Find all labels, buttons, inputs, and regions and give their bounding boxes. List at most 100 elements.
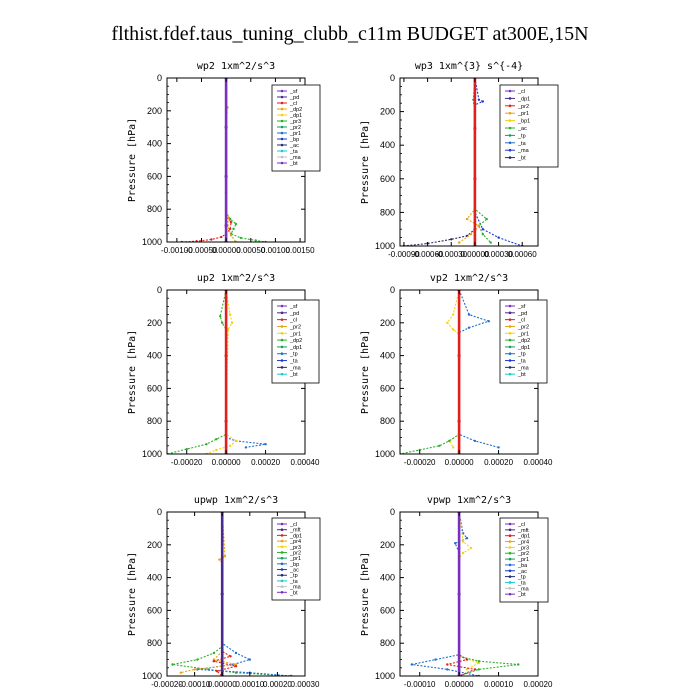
legend-entry: _sf bbox=[517, 304, 526, 310]
legend-entry: _ma bbox=[289, 585, 302, 591]
data-point bbox=[215, 438, 218, 441]
legend-marker bbox=[280, 539, 284, 543]
legend-marker bbox=[508, 104, 512, 108]
legend-entry: _ac bbox=[289, 143, 299, 149]
legend-entry: _cl bbox=[289, 318, 297, 324]
data-point bbox=[228, 444, 232, 447]
y-tick-label: 0 bbox=[157, 507, 162, 517]
legend-marker bbox=[280, 352, 284, 356]
data-point bbox=[228, 313, 232, 316]
data-point bbox=[228, 227, 232, 231]
legend-marker bbox=[508, 540, 512, 543]
legend-entry: _tp bbox=[517, 575, 526, 581]
x-tick-label: -0.00010 bbox=[404, 680, 436, 689]
y-tick-label: 0 bbox=[157, 285, 162, 295]
legend-entry: _bp bbox=[289, 137, 299, 143]
y-tick-label: 600 bbox=[147, 171, 162, 181]
panel-4: vp2 1xm^2/s^3 Pressure [hPa] 0 200 400 600 800… bbox=[360, 273, 553, 467]
y-tick-label: 400 bbox=[147, 351, 162, 361]
y-tick-label: 400 bbox=[380, 351, 395, 361]
legend-entry: _dp1 bbox=[517, 534, 530, 540]
legend-marker bbox=[508, 592, 512, 596]
legend-marker bbox=[508, 551, 512, 555]
y-tick-label: 600 bbox=[147, 605, 162, 615]
legend-marker bbox=[280, 528, 284, 531]
legend-entry: _pr1 bbox=[517, 111, 529, 117]
y-tick-label: 0 bbox=[390, 73, 395, 83]
y-tick-label: 1000 bbox=[142, 671, 162, 681]
data-point bbox=[229, 221, 233, 224]
legend-marker bbox=[280, 318, 284, 321]
y-tick-label: 1000 bbox=[142, 449, 162, 459]
data-point bbox=[438, 444, 441, 447]
legend-marker bbox=[280, 359, 284, 362]
data-point bbox=[418, 448, 421, 452]
y-tick-label: 600 bbox=[380, 605, 395, 615]
data-point bbox=[446, 668, 449, 671]
data-point bbox=[465, 537, 469, 540]
legend-marker bbox=[508, 97, 512, 100]
data-point bbox=[448, 439, 451, 443]
legend-entry: _dp2 bbox=[289, 107, 302, 113]
data-point bbox=[517, 663, 520, 666]
x-tick-label: 0.00000 bbox=[445, 680, 474, 689]
legend-entry: _dp1 bbox=[517, 96, 530, 102]
legend-entry: _dp1 bbox=[289, 345, 302, 351]
y-tick-label: 1000 bbox=[375, 241, 395, 251]
legend-entry: _cl bbox=[289, 522, 297, 528]
legend-entry: _pr1 bbox=[517, 331, 529, 337]
legend-marker bbox=[280, 331, 284, 335]
data-point bbox=[224, 354, 228, 358]
data-point bbox=[234, 439, 238, 443]
x-tick-label: 0.00000 bbox=[208, 680, 237, 689]
data-point bbox=[196, 658, 199, 661]
series-line bbox=[172, 512, 292, 676]
legend-marker bbox=[280, 345, 284, 349]
legend-marker bbox=[508, 345, 512, 349]
data-point bbox=[179, 671, 182, 674]
data-point bbox=[212, 660, 216, 663]
y-tick-label: 0 bbox=[390, 507, 395, 517]
legend-marker bbox=[508, 352, 512, 356]
data-point bbox=[473, 439, 477, 443]
legend-entry: _ma bbox=[517, 586, 530, 592]
legend-box bbox=[499, 299, 548, 384]
data-point bbox=[477, 98, 481, 102]
data-point bbox=[215, 669, 218, 673]
legend-marker bbox=[508, 338, 512, 342]
legend-marker bbox=[280, 95, 284, 99]
data-point bbox=[452, 328, 455, 331]
data-point bbox=[477, 224, 481, 227]
x-tick-label: 0.00000 bbox=[212, 246, 241, 255]
legend-entry: _bt bbox=[289, 161, 298, 167]
y-tick-label: 0 bbox=[157, 73, 162, 83]
x-tick-label: -0.00100 bbox=[161, 246, 193, 255]
legend-marker bbox=[280, 556, 284, 560]
legend-entry: _ta bbox=[517, 580, 527, 586]
legend-marker bbox=[280, 125, 284, 129]
y-tick-label: 200 bbox=[147, 540, 162, 550]
panels-container: wp2 1xm^2/s^3 Pressure [hPa] 0 200 400 600 800… bbox=[127, 61, 559, 689]
data-point bbox=[221, 321, 224, 324]
legend-entry: _sf bbox=[289, 304, 298, 310]
legend-entry: _dp1 bbox=[289, 533, 302, 539]
legend-entry: _pr1 bbox=[517, 557, 529, 563]
series-line bbox=[400, 290, 460, 454]
data-point bbox=[234, 665, 238, 668]
y-tick-label: 200 bbox=[147, 318, 162, 328]
data-point bbox=[473, 126, 477, 130]
legend-entry: _ta bbox=[517, 359, 527, 365]
data-point bbox=[465, 217, 469, 221]
series-line bbox=[458, 512, 481, 670]
y-tick-label: 800 bbox=[380, 207, 395, 217]
y-tick-label: 400 bbox=[147, 139, 162, 149]
legend-marker bbox=[280, 149, 284, 153]
data-point bbox=[446, 663, 449, 666]
x-tick-label: 0.00020 bbox=[263, 680, 292, 689]
y-tick-label: 200 bbox=[380, 318, 395, 328]
data-point bbox=[452, 446, 455, 449]
legend-entry: _pr2 bbox=[289, 125, 301, 131]
data-point bbox=[410, 663, 413, 666]
legend-marker bbox=[280, 119, 284, 123]
legend-entry: _ma bbox=[517, 365, 530, 371]
